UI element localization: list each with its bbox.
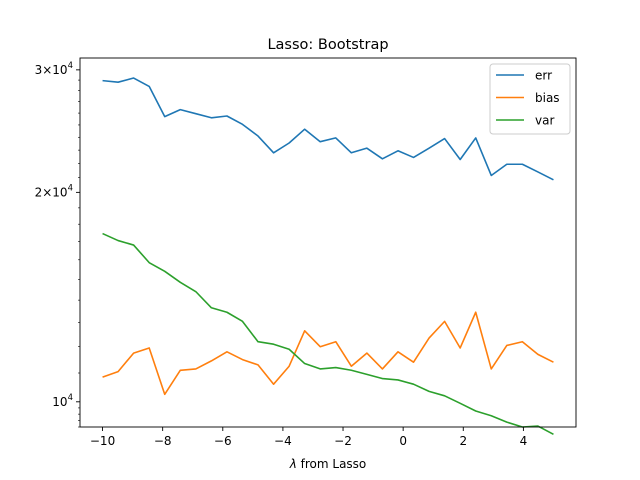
x-tick-label: 2 (459, 434, 467, 448)
x-tick-label: −10 (90, 434, 115, 448)
x-tick-label: 4 (520, 434, 528, 448)
x-axis-label: λ from Lasso (289, 457, 367, 471)
legend: err bias var (489, 63, 571, 135)
x-tick-label: −8 (154, 434, 172, 448)
legend-label-err: err (535, 69, 552, 83)
x-tick-label: −2 (334, 434, 352, 448)
y-tick-label: 104 (52, 393, 73, 409)
plot-frame (79, 57, 577, 428)
series-line-bias (102, 311, 554, 396)
y-tick-label: 2×104 (35, 183, 73, 199)
chart-title: Lasso: Bootstrap (267, 37, 388, 53)
legend-label-var: var (535, 114, 554, 128)
series-line-var (102, 232, 554, 436)
y-tick-label: 3×104 (35, 61, 73, 77)
series-layer (102, 77, 554, 436)
x-axis-label-text: from Lasso (297, 457, 366, 471)
x-axis: −10 −8 −6 −4 −2 0 2 4 (90, 427, 527, 448)
series-line-err (102, 77, 554, 181)
x-axis-label-symbol: λ (289, 457, 297, 471)
x-tick-label: −4 (274, 434, 292, 448)
x-tick-label: −6 (214, 434, 232, 448)
y-axis: 104 2×104 3×104 (35, 61, 80, 428)
x-tick-label: 0 (399, 434, 407, 448)
legend-box (489, 63, 571, 135)
legend-label-bias: bias (535, 91, 560, 105)
